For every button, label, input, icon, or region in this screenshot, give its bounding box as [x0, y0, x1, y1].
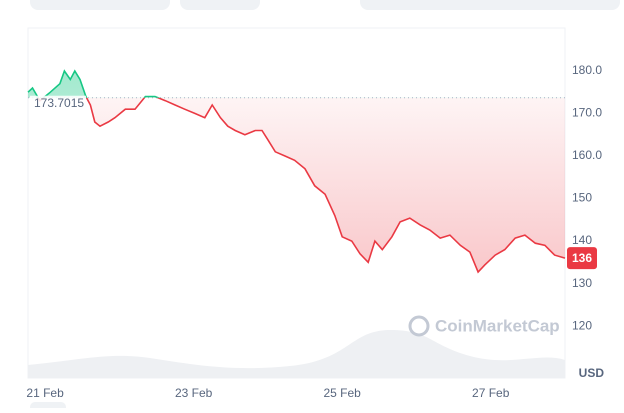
baseline-label-text: 173.7015 — [34, 96, 84, 110]
y-tick-label: 140 — [572, 233, 592, 247]
baseline-label-bg — [30, 95, 86, 112]
x-tick-label: 23 Feb — [175, 386, 213, 400]
y-tick-label: 170.0 — [572, 106, 602, 120]
current-price-marker — [567, 247, 597, 270]
y-tick-label: 160.0 — [572, 148, 602, 162]
y-tick-label: 120 — [572, 318, 592, 332]
x-tick-label: 27 Feb — [472, 386, 510, 400]
baseline-label: 173.7015 — [30, 95, 86, 112]
area-above — [28, 71, 565, 98]
y-tick-label: 150 — [572, 191, 592, 205]
watermark: CoinMarketCap — [408, 315, 560, 337]
watermark-text: CoinMarketCap — [435, 316, 560, 335]
y-unit: USD — [579, 366, 605, 380]
toolbar-button[interactable] — [180, 0, 260, 10]
toolbar-button[interactable] — [30, 0, 170, 10]
y-tick-label: 180.0 — [572, 63, 602, 77]
x-tick-label: 25 Feb — [323, 386, 361, 400]
current-price-label: 136 — [572, 251, 592, 265]
volume-area — [28, 330, 565, 378]
price-line — [37, 97, 566, 274]
toolbar-button[interactable] — [360, 0, 620, 10]
area-below — [38, 97, 565, 273]
footer-button[interactable] — [30, 402, 66, 413]
x-tick-label: 21 Feb — [26, 386, 64, 400]
y-tick-label: 130 — [572, 276, 592, 290]
